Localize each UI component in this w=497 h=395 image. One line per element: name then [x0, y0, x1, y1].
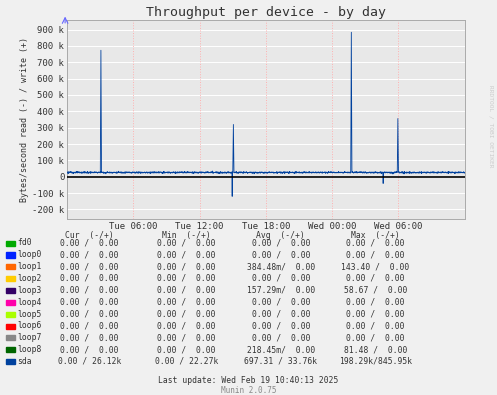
- Text: 0.00 /  0.00: 0.00 / 0.00: [346, 333, 405, 342]
- Text: Cur  (-/+): Cur (-/+): [65, 231, 114, 240]
- Text: Max  (-/+): Max (-/+): [351, 231, 400, 240]
- Text: 0.00 /  0.00: 0.00 / 0.00: [60, 298, 119, 307]
- Text: 0.00 /  0.00: 0.00 / 0.00: [346, 310, 405, 318]
- Text: loop7: loop7: [17, 333, 42, 342]
- Text: 0.00 / 22.27k: 0.00 / 22.27k: [155, 357, 218, 366]
- Text: 218.45m/  0.00: 218.45m/ 0.00: [247, 345, 315, 354]
- Text: 0.00 /  0.00: 0.00 / 0.00: [157, 333, 216, 342]
- Text: 0.00 /  0.00: 0.00 / 0.00: [251, 333, 310, 342]
- Text: 0.00 /  0.00: 0.00 / 0.00: [251, 310, 310, 318]
- Text: 0.00 /  0.00: 0.00 / 0.00: [251, 274, 310, 283]
- Text: 0.00 /  0.00: 0.00 / 0.00: [251, 239, 310, 247]
- Text: 0.00 /  0.00: 0.00 / 0.00: [157, 322, 216, 330]
- Text: 0.00 /  0.00: 0.00 / 0.00: [346, 274, 405, 283]
- Text: 0.00 /  0.00: 0.00 / 0.00: [157, 250, 216, 259]
- Text: loop1: loop1: [17, 262, 42, 271]
- Text: loop0: loop0: [17, 250, 42, 259]
- Text: 143.40 /  0.00: 143.40 / 0.00: [341, 262, 410, 271]
- Text: 697.31 / 33.76k: 697.31 / 33.76k: [244, 357, 318, 366]
- Text: Last update: Wed Feb 19 10:40:13 2025: Last update: Wed Feb 19 10:40:13 2025: [159, 376, 338, 385]
- Text: loop4: loop4: [17, 298, 42, 307]
- Text: 0.00 /  0.00: 0.00 / 0.00: [157, 262, 216, 271]
- Text: fd0: fd0: [17, 239, 32, 247]
- Text: 0.00 /  0.00: 0.00 / 0.00: [60, 239, 119, 247]
- Text: 0.00 /  0.00: 0.00 / 0.00: [157, 298, 216, 307]
- Text: 0.00 /  0.00: 0.00 / 0.00: [60, 310, 119, 318]
- Text: 0.00 /  0.00: 0.00 / 0.00: [346, 298, 405, 307]
- Text: 0.00 /  0.00: 0.00 / 0.00: [60, 286, 119, 295]
- Text: 0.00 /  0.00: 0.00 / 0.00: [60, 250, 119, 259]
- Text: Min  (-/+): Min (-/+): [162, 231, 211, 240]
- Text: 0.00 / 26.12k: 0.00 / 26.12k: [58, 357, 121, 366]
- Text: 198.29k/845.95k: 198.29k/845.95k: [338, 357, 412, 366]
- Text: 0.00 /  0.00: 0.00 / 0.00: [157, 310, 216, 318]
- Text: Munin 2.0.75: Munin 2.0.75: [221, 386, 276, 395]
- Text: RRDTOOL / TOBI OETIKER: RRDTOOL / TOBI OETIKER: [489, 85, 494, 167]
- Text: 0.00 /  0.00: 0.00 / 0.00: [60, 274, 119, 283]
- Text: sda: sda: [17, 357, 32, 366]
- Text: 0.00 /  0.00: 0.00 / 0.00: [60, 333, 119, 342]
- Text: 0.00 /  0.00: 0.00 / 0.00: [157, 286, 216, 295]
- Text: 0.00 /  0.00: 0.00 / 0.00: [60, 345, 119, 354]
- Text: 0.00 /  0.00: 0.00 / 0.00: [157, 239, 216, 247]
- Text: loop6: loop6: [17, 322, 42, 330]
- Title: Throughput per device - by day: Throughput per device - by day: [146, 6, 386, 19]
- Text: loop8: loop8: [17, 345, 42, 354]
- Text: 0.00 /  0.00: 0.00 / 0.00: [60, 262, 119, 271]
- Text: Avg  (-/+): Avg (-/+): [256, 231, 305, 240]
- Text: 157.29m/  0.00: 157.29m/ 0.00: [247, 286, 315, 295]
- Text: 0.00 /  0.00: 0.00 / 0.00: [157, 274, 216, 283]
- Text: 0.00 /  0.00: 0.00 / 0.00: [60, 322, 119, 330]
- Text: 0.00 /  0.00: 0.00 / 0.00: [251, 322, 310, 330]
- Text: 0.00 /  0.00: 0.00 / 0.00: [157, 345, 216, 354]
- Text: 0.00 /  0.00: 0.00 / 0.00: [346, 239, 405, 247]
- Text: 0.00 /  0.00: 0.00 / 0.00: [251, 250, 310, 259]
- Text: loop2: loop2: [17, 274, 42, 283]
- Text: 58.67 /  0.00: 58.67 / 0.00: [343, 286, 407, 295]
- Y-axis label: Bytes/second read (-) / write (+): Bytes/second read (-) / write (+): [20, 37, 29, 202]
- Text: 384.48m/  0.00: 384.48m/ 0.00: [247, 262, 315, 271]
- Text: loop3: loop3: [17, 286, 42, 295]
- Text: 0.00 /  0.00: 0.00 / 0.00: [346, 250, 405, 259]
- Text: 0.00 /  0.00: 0.00 / 0.00: [251, 298, 310, 307]
- Text: loop5: loop5: [17, 310, 42, 318]
- Text: 81.48 /  0.00: 81.48 / 0.00: [343, 345, 407, 354]
- Text: 0.00 /  0.00: 0.00 / 0.00: [346, 322, 405, 330]
